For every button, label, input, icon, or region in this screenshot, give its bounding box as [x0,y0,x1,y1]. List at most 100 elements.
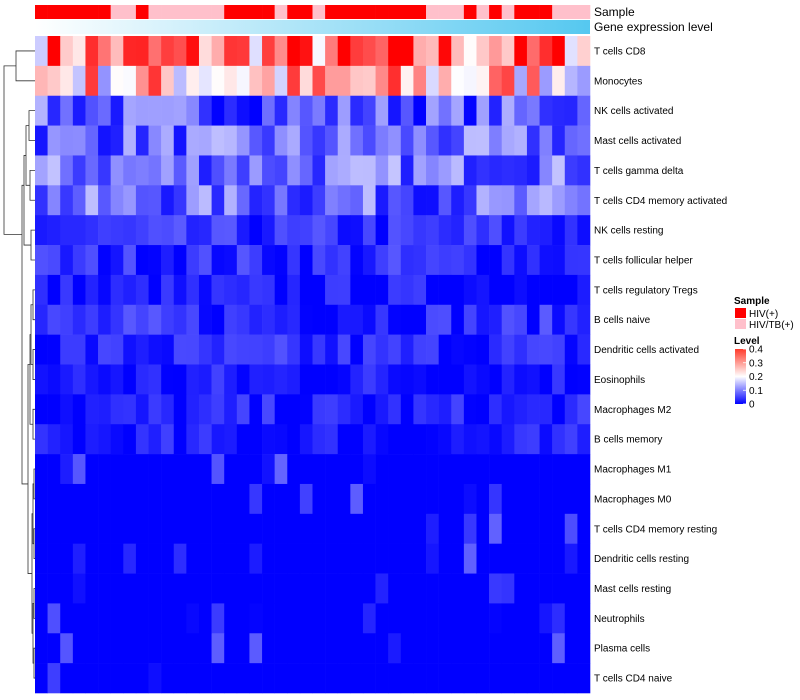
heatmap-cell [388,65,402,97]
heatmap-cell [451,513,465,544]
heatmap-cell [148,274,162,306]
heatmap-cell [110,424,124,455]
heatmap-cell [98,513,111,544]
heatmap-cell [85,483,99,515]
heatmap-cell [287,185,301,216]
heatmap-cell [60,334,74,365]
heatmap-cell [514,394,528,425]
heatmap-cell [135,185,149,216]
heatmap-cell [362,573,376,604]
heatmap-cell [552,125,566,156]
heatmap-cell [123,454,137,485]
heatmap-cell [186,215,200,246]
heatmap-cell [362,394,376,425]
heatmap-cell [463,633,477,664]
heatmap-cell [72,454,86,485]
heatmap-cell [312,274,326,306]
heatmap-cell [501,454,515,485]
heatmap-cell [47,215,61,246]
heatmap-cell [577,125,591,156]
heatmap-cell [135,633,149,664]
heatmap-cell [514,95,528,126]
dendrogram-branch [33,528,35,560]
heatmap-cell [85,65,99,97]
heatmap-cell [476,334,490,365]
heatmap-cell [198,394,212,425]
heatmap-cell [451,36,465,67]
heatmap-cell [577,573,591,604]
heatmap-cell [60,274,74,306]
heatmap-cell [451,454,465,485]
heatmap-cell [173,633,187,664]
heatmap-cell [224,364,238,395]
heatmap-cell [337,334,351,365]
heatmap-cell [426,274,439,306]
heatmap-cell [186,573,200,604]
sample-annotation-cell [85,5,99,19]
heatmap-cell [577,483,591,515]
heatmap-cell [98,573,111,604]
row-label: T cells regulatory Tregs [594,285,698,296]
heatmap-cell [451,215,465,246]
heatmap-cell [135,36,149,67]
heatmap-cell [426,245,439,276]
heatmap-cell [362,364,376,395]
heatmap-cell [426,573,439,604]
heatmap-cell [564,483,578,515]
heatmap-cell [400,573,414,604]
heatmap-cell [135,483,149,515]
heatmap-cell [564,663,578,694]
heatmap-cell [539,65,553,97]
heatmap-cell [426,215,439,246]
sample-annotation-cell [526,5,540,19]
heatmap-cell [299,543,313,574]
heatmap-cell [539,95,553,126]
heatmap-cell [476,603,490,634]
heatmap-cell [476,245,490,276]
sample-annotation-cell [249,5,263,19]
heatmap-cell [426,603,439,634]
heatmap-cell [135,394,149,425]
heatmap-cell [98,95,111,126]
heatmap-cell [375,304,389,335]
heatmap-cell [526,513,540,544]
level-ticks: 0.4 0.3 0.2 0.1 0 [743,345,763,411]
heatmap-cell [337,36,351,67]
heatmap-cell [35,603,48,634]
heatmap-cell [388,394,402,425]
heatmap-cell [564,334,578,365]
heatmap-cell [362,125,376,156]
heatmap-cell [47,245,61,276]
heatmap-cell [476,424,490,455]
heatmap-cell [148,95,162,126]
heatmap-cell [476,394,490,425]
heatmap-cell [161,274,175,306]
heatmap-cell [426,483,439,515]
heatmap-cell [85,513,99,544]
sample-annotation-cell [236,5,250,19]
heatmap-cell [72,155,86,186]
heatmap-cell [539,394,553,425]
legend-label-hiv: HIV(+) [749,309,778,320]
heatmap-cell [47,454,61,485]
heatmap-cell [161,364,175,395]
heatmap-cell [375,663,389,694]
heatmap-cell [60,513,74,544]
heatmap-cell [299,185,313,216]
heatmap-cell [476,573,490,604]
row-label: B cells naive [594,315,651,326]
heatmap-cell [476,543,490,574]
heatmap-cell [552,454,566,485]
heatmap-cell [173,573,187,604]
heatmap-cell [577,334,591,365]
heatmap-cell [501,394,515,425]
heatmap-cell [350,394,364,425]
heatmap-cell [501,663,515,694]
heatmap-cell [463,454,477,485]
heatmap-cell [299,36,313,67]
heatmap-cell [135,125,149,156]
heatmap-cell [312,36,326,67]
heatmap-cell [426,663,439,694]
heatmap-cell [463,274,477,306]
heatmap-cell [489,454,503,485]
